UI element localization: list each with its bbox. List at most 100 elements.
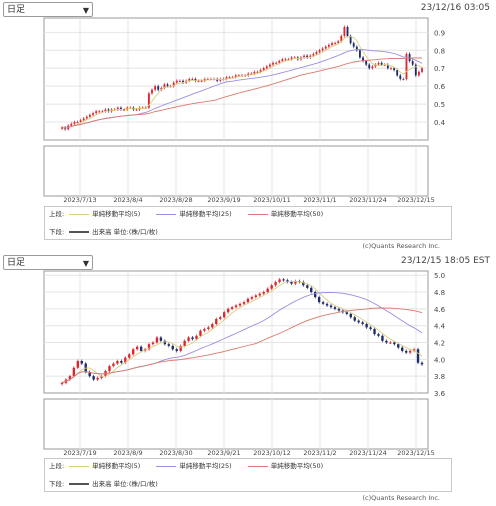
candle-body (374, 64, 377, 67)
candle-body (256, 71, 259, 73)
legend-lower-label: 下段: (49, 228, 65, 236)
candle-body (230, 307, 234, 309)
candle-body (101, 111, 104, 113)
credit: (c)Quants Research Inc. (362, 242, 440, 250)
candle-body (96, 377, 99, 380)
candle-body (195, 335, 198, 340)
stock-chart-1: 0.9 0.8 0.7 0.6 0.5 0.4 2023/7/13 2023/8/4 2023/… (43, 17, 446, 204)
candle-body (361, 322, 364, 325)
period-select[interactable]: 日足 ▼ (3, 255, 93, 270)
candle-body (207, 327, 210, 330)
legend-row-upper: 上段: 単純移動平均(5) 単純移動平均(25) 単純移動平均(50) (49, 209, 337, 219)
candle-body (216, 79, 219, 81)
chevron-down-icon: ▼ (82, 6, 89, 15)
ma50-swatch (247, 465, 268, 467)
y-tick-label: 4.2 (434, 340, 445, 348)
candle-body (80, 361, 83, 364)
legend-ma25-label: 単純移動平均(25) (179, 210, 232, 218)
candle-body (154, 86, 157, 90)
y-tick-label: 0.9 (434, 29, 445, 37)
candle-body (386, 64, 389, 69)
period-select[interactable]: 日足 ▼ (3, 2, 93, 17)
candle-body (373, 329, 376, 335)
candle-body (401, 347, 404, 351)
candle-body (135, 346, 139, 350)
candle-body (317, 297, 321, 303)
legend-row-upper: 上段: 単純移動平均(5) 単純移動平均(25) 単純移動平均(50) (49, 461, 337, 471)
price-plot-frame (43, 270, 429, 394)
candle-body (275, 62, 278, 64)
candle-body (287, 59, 290, 61)
candle-body (70, 123, 73, 126)
candle-body (377, 62, 380, 65)
candle-body (294, 281, 297, 284)
candle-body (369, 327, 372, 330)
y-tick-label: 5.0 (434, 272, 445, 280)
candle-body (281, 59, 284, 62)
candle-body (306, 55, 309, 58)
legend-ma5: 単純移動平均(5) (69, 209, 140, 219)
candle-body (389, 342, 392, 344)
candle-body (259, 70, 262, 72)
volume-swatch (69, 231, 90, 233)
candle-body (72, 367, 76, 377)
candle-body (321, 48, 324, 51)
legend-ma50-label: 単純移動平均(50) (270, 462, 324, 470)
candle-body (128, 354, 131, 358)
candle-body (246, 298, 250, 303)
candle-body (408, 53, 411, 62)
ma5-swatch (69, 465, 90, 467)
legend-ma25-label: 単純移動平均(25) (179, 462, 232, 470)
candle-body (124, 357, 127, 363)
candle-body (187, 337, 190, 341)
candle-body (258, 293, 261, 296)
legend-ma5-label: 単純移動平均(5) (92, 462, 141, 470)
candle-body (159, 337, 163, 341)
candle-body (76, 122, 79, 124)
ma50-swatch (247, 213, 268, 215)
candle-body (420, 362, 424, 365)
candle-body (365, 324, 368, 328)
candle-body (200, 80, 203, 82)
candle-body (188, 79, 191, 81)
x-tick-label: 2023/11/2 (303, 449, 336, 457)
candle-body (349, 35, 352, 44)
candle-body (325, 303, 329, 306)
x-tick-label: 2023/7/13 (63, 196, 96, 204)
candle-body (274, 281, 277, 286)
candle-body (408, 350, 412, 353)
x-tick-label: 2023/8/30 (159, 449, 192, 457)
candle-body (324, 46, 327, 49)
x-tick-label: 2023/12/15 (397, 196, 434, 204)
x-tick-label: 2023/12/15 (397, 449, 434, 457)
candle-body (343, 26, 346, 36)
candle-body (397, 344, 400, 348)
y-tick-label: 0.8 (434, 47, 445, 55)
candle-body (272, 62, 274, 65)
period-select-value: 日足 (7, 258, 26, 268)
candle-body (100, 376, 103, 378)
candle-body (171, 345, 174, 350)
candle-body (135, 109, 138, 111)
candle-body (237, 75, 240, 77)
candle-body (228, 77, 231, 79)
candle-body (381, 335, 384, 341)
y-tick-label: 0.6 (434, 83, 446, 91)
candle-body (355, 46, 358, 51)
candle-body (368, 64, 371, 69)
candle-body (380, 62, 383, 65)
candle-body (377, 334, 380, 336)
candle-body (151, 342, 155, 345)
candle-body (160, 87, 163, 90)
legend-volume-label: 出来高 単位:(株/口/枚) (92, 228, 158, 236)
candle-body (402, 79, 405, 80)
legend-ma5-label: 単純移動平均(5) (92, 210, 141, 218)
candle-body (139, 346, 143, 351)
candle-body (250, 297, 254, 299)
candle-body (88, 371, 91, 377)
candle-body (254, 295, 258, 298)
credit: (c)Quants Research Inc. (362, 494, 440, 502)
candle-body (371, 66, 374, 69)
ma5-line (61, 280, 423, 384)
candle-body (89, 114, 91, 117)
